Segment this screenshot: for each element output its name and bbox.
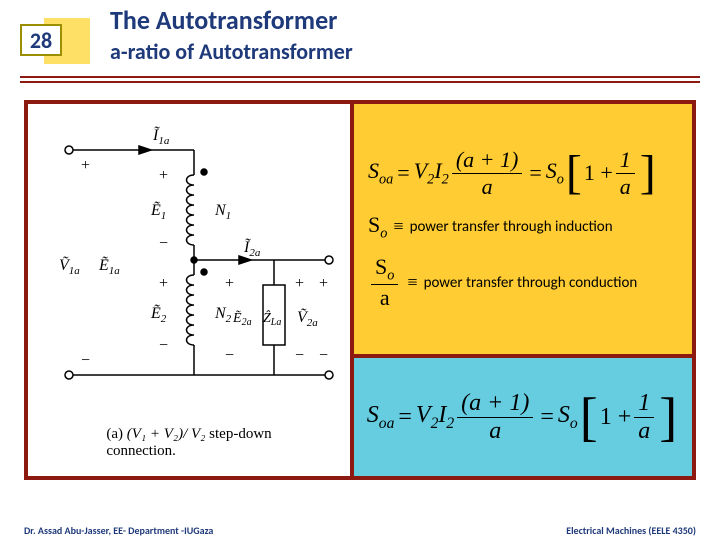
circuit-caption: (a) (V₁ + V₂)/ V₂ step-down connection.	[106, 426, 271, 460]
svg-text:+: +	[295, 275, 304, 292]
circuit-panel: Ĩ1a + + Ẽ1 N1 − Ṽ1a Ẽ1a Ĩ2a + + + + Ẽ2 N…	[28, 104, 350, 476]
equation-soa: Soa = V2 I2 (a + 1) a = So [ 1 + 1 a ]	[368, 147, 682, 200]
svg-text:+: +	[159, 167, 168, 184]
slide-title: The Autotransformer	[110, 4, 337, 36]
svg-text:Ĩ1a: Ĩ1a	[152, 126, 170, 147]
svg-text:−: −	[159, 337, 168, 354]
svg-text:Ẽ2: Ẽ2	[150, 304, 167, 325]
equations-panel: Soa = V2 I2 (a + 1) a = So [ 1 + 1 a ]	[354, 104, 692, 476]
footer-right: Electrical Machines (EELE 4350)	[566, 524, 696, 537]
footer-left: Dr. Assad Abu-Jasser, EE- Department -IU…	[24, 524, 213, 537]
equation-def-so: So ≡ power transfer through induction	[368, 212, 682, 242]
svg-text:+: +	[319, 275, 328, 292]
equation-top-block: Soa = V2 I2 (a + 1) a = So [ 1 + 1 a ]	[354, 104, 692, 354]
svg-text:Ṽ1a: Ṽ1a	[59, 255, 80, 277]
svg-text:Ẽ2a: Ẽ2a	[232, 309, 252, 328]
slide-subtitle: a-ratio of Autotransformer	[110, 38, 353, 65]
header: 28 The Autotransformer a-ratio of Autotr…	[0, 0, 720, 92]
svg-text:+: +	[81, 157, 90, 174]
svg-text:−: −	[295, 347, 304, 364]
equation-bottom-block: Soa = V2 I2 (a + 1) a = So [ 1 + 1 a ]	[354, 358, 692, 476]
title-rule-2	[20, 81, 700, 83]
svg-text:Ẽ1: Ẽ1	[150, 201, 166, 222]
circuit-diagram: Ĩ1a + + Ẽ1 N1 − Ṽ1a Ẽ1a Ĩ2a + + + + Ẽ2 N…	[39, 120, 339, 420]
content-frame: Ĩ1a + + Ẽ1 N1 − Ṽ1a Ẽ1a Ĩ2a + + + + Ẽ2 N…	[24, 100, 696, 480]
svg-text:Ẽ1a: Ẽ1a	[98, 256, 120, 277]
title-rule-1	[20, 76, 700, 78]
svg-text:+: +	[159, 275, 168, 292]
svg-text:−: −	[159, 235, 168, 252]
svg-text:+: +	[225, 275, 234, 292]
svg-text:−: −	[225, 347, 234, 364]
svg-text:−: −	[319, 347, 328, 364]
svg-text:N1: N1	[214, 202, 231, 222]
svg-text:−: −	[81, 352, 90, 369]
equation-soa-repeat: Soa = V2 I2 (a + 1) a = So [ 1 + 1 a ]	[367, 390, 679, 445]
equation-def-so-over-a: So a ≡ power transfer through conduction	[368, 254, 682, 311]
slide-number: 28	[20, 24, 62, 56]
svg-text:Ṽ2a: Ṽ2a	[297, 307, 318, 329]
svg-text:Ĩ2a: Ĩ2a	[243, 238, 261, 259]
svg-text:N2: N2	[214, 305, 232, 325]
